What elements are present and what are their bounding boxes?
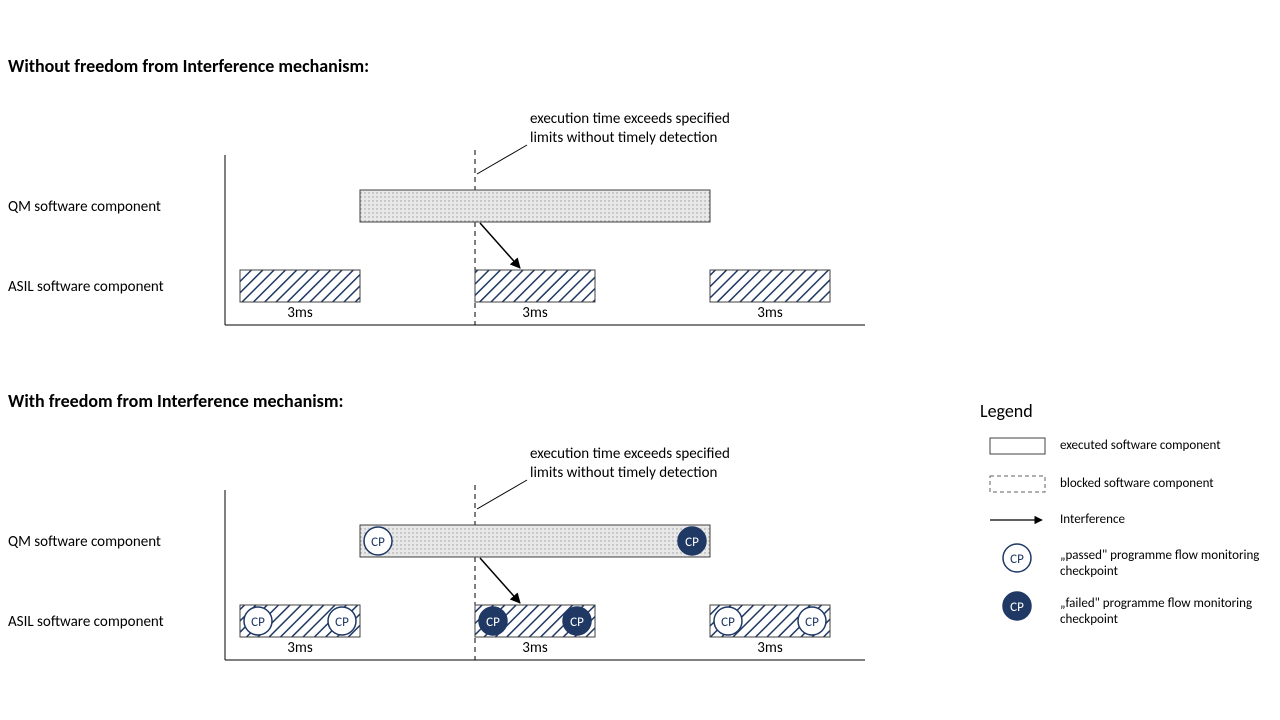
- diagram1-qm-bar: [360, 190, 710, 222]
- svg-text:CP: CP: [1010, 552, 1024, 567]
- diagram2-qm-label: QM software component: [8, 533, 161, 551]
- diagram1-asil-label: ASIL software component: [8, 278, 164, 296]
- svg-text:CP: CP: [721, 615, 735, 630]
- legend-exec: executed software component: [1060, 438, 1221, 454]
- legend-interf: Interference: [1060, 512, 1125, 528]
- diagram1-asil-bar-3: [710, 270, 830, 302]
- svg-text:CP: CP: [251, 615, 265, 630]
- svg-text:CP: CP: [486, 615, 500, 630]
- diagram2-asil-bar-2: [475, 605, 595, 637]
- diagram2-asil-bar-3: [710, 605, 830, 637]
- legend-pass: „passed" programme flow monitoring check…: [1060, 548, 1270, 579]
- legend-block: blocked software component: [1060, 476, 1214, 492]
- svg-text:CP: CP: [371, 535, 385, 550]
- svg-text:CP: CP: [570, 615, 584, 630]
- diagram1-time-3: 3ms: [710, 304, 830, 322]
- diagram1-time-1: 3ms: [240, 304, 360, 322]
- diagram1-title: Without freedom from Interference mechan…: [8, 55, 369, 77]
- diagram1-time-2: 3ms: [475, 304, 595, 322]
- diagram1-qm-label: QM software component: [8, 198, 161, 216]
- diagram2-qm-bar: [360, 525, 710, 557]
- svg-text:CP: CP: [335, 615, 349, 630]
- diagram1-asil-bar-1: [240, 270, 360, 302]
- cp-fail: [678, 527, 706, 555]
- diagram2-time-2: 3ms: [475, 639, 595, 657]
- svg-text:CP: CP: [805, 615, 819, 630]
- diagram2-time-3: 3ms: [710, 639, 830, 657]
- diagram1-interference-arrow: [480, 223, 520, 268]
- diagram2-annotation: execution time exceeds specified limits …: [530, 445, 730, 483]
- svg-text:CP: CP: [1010, 600, 1024, 615]
- diagram2-asil-label: ASIL software component: [8, 613, 164, 631]
- cp-pass: [364, 527, 392, 555]
- diagram1-annotation: execution time exceeds specified limits …: [530, 110, 730, 148]
- diagram2-asil-bar-1: [240, 605, 360, 637]
- diagram2-title: With freedom from Interference mechanism…: [8, 390, 343, 412]
- diagram1-asil-bar-2: [475, 270, 595, 302]
- legend-fail: „failed" programme flow monitoring check…: [1060, 596, 1270, 627]
- diagram2-interference-arrow: [480, 558, 520, 603]
- diagram2-time-1: 3ms: [240, 639, 360, 657]
- legend-title: Legend: [980, 400, 1033, 422]
- svg-text:CP: CP: [685, 535, 699, 550]
